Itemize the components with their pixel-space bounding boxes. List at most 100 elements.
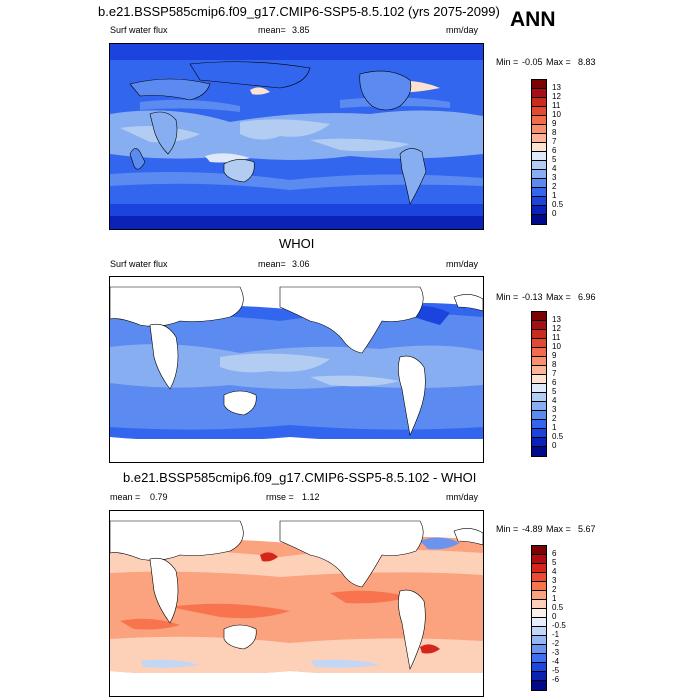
- panel3-colorbar-swatch: [532, 573, 546, 582]
- panel3-colorbar-swatch: [532, 681, 546, 690]
- panel2-colorbar-swatch: [532, 330, 546, 339]
- panel2-colorbar-tick: 4: [552, 396, 557, 405]
- panel2-colorbar-swatch: [532, 402, 546, 411]
- panel3-colorbar-swatch: [532, 555, 546, 564]
- panel1-mean-label: mean=: [258, 25, 286, 35]
- panel1-colorbar-tick: 11: [552, 101, 561, 110]
- panel2-colorbar-swatch: [532, 348, 546, 357]
- panel1-colorbar-swatch: [532, 134, 546, 143]
- panel1-colorbar: [531, 79, 547, 225]
- panel2-colorbar-swatch: [532, 321, 546, 330]
- panel3-mean-value: 0.79: [150, 492, 168, 502]
- panel1-colorbar-tick: 4: [552, 164, 557, 173]
- panel1-colorbar-swatch: [532, 179, 546, 188]
- panel3-min-value: -4.89: [522, 524, 543, 534]
- panel3-colorbar-tick: -5: [552, 666, 560, 675]
- panel1-mean-value: 3.85: [292, 25, 310, 35]
- panel1-colorbar-swatch: [532, 206, 546, 215]
- panel3-colorbar-tick: -4: [552, 657, 560, 666]
- panel3-colorbar-swatch: [532, 645, 546, 654]
- panel1-colorbar-swatch: [532, 89, 546, 98]
- panel3-map: [109, 510, 484, 697]
- panel3-min-label: Min =: [496, 524, 519, 534]
- panel3-colorbar-tick: -6: [552, 675, 560, 684]
- panel2-colorbar-tick: 6: [552, 378, 557, 387]
- panel2-max-label: Max =: [546, 292, 571, 302]
- panel3-colorbar-swatch: [532, 609, 546, 618]
- panel1-colorbar-tick: 9: [552, 119, 557, 128]
- panel3-colorbar: [531, 545, 547, 691]
- panel2-colorbar-tick: 5: [552, 387, 557, 396]
- panel1-colorbar-tick: 13: [552, 83, 561, 92]
- panel1-min-label: Min =: [496, 57, 519, 67]
- panel3-mean-label: mean =: [110, 492, 141, 502]
- panel3-title: b.e21.BSSP585cmip6.f09_g17.CMIP6-SSP5-8.…: [123, 470, 477, 485]
- panel2-colorbar-swatch: [532, 339, 546, 348]
- panel1-colorbar-swatch: [532, 116, 546, 125]
- season-label: ANN: [510, 8, 556, 31]
- panel1-colorbar-tick: 2: [552, 182, 557, 191]
- panel2-colorbar-swatch: [532, 438, 546, 447]
- panel3-colorbar-tick: -1: [552, 630, 560, 639]
- panel3-colorbar-swatch: [532, 618, 546, 627]
- panel1-colorbar-swatch: [532, 143, 546, 152]
- panel3-colorbar-tick: -3: [552, 648, 560, 657]
- panel3-rmse-value: 1.12: [302, 492, 320, 502]
- panel1-colorbar-swatch: [532, 197, 546, 206]
- panel2-colorbar-tick: 11: [552, 333, 561, 342]
- panel2-mean-value: 3.06: [292, 259, 310, 269]
- panel2-min-label: Min =: [496, 292, 519, 302]
- panel3-colorbar-swatch: [532, 672, 546, 681]
- panel3-colorbar-tick: -2: [552, 639, 560, 648]
- panel1-units: mm/day: [446, 25, 479, 35]
- panel2-colorbar-tick: 9: [552, 351, 557, 360]
- panel1-variable-label: Surf water flux: [110, 25, 168, 35]
- panel3-colorbar-tick: 5: [552, 558, 557, 567]
- panel2-map: [109, 276, 484, 463]
- panel3-colorbar-swatch: [532, 564, 546, 573]
- panel1-colorbar-tick: 7: [552, 137, 557, 146]
- panel3-colorbar-swatch: [532, 546, 546, 555]
- panel1-colorbar-swatch: [532, 80, 546, 89]
- panel2-colorbar-tick: 7: [552, 369, 557, 378]
- panel2-colorbar-tick: 3: [552, 405, 557, 414]
- panel3-rmse-label: rmse =: [266, 492, 294, 502]
- panel2-colorbar-tick: 1: [552, 423, 557, 432]
- panel2-colorbar-tick: 0: [552, 441, 557, 450]
- panel3-colorbar-swatch: [532, 582, 546, 591]
- panel2-colorbar-swatch: [532, 429, 546, 438]
- panel1-colorbar-swatch: [532, 152, 546, 161]
- panel2-colorbar-swatch: [532, 411, 546, 420]
- panel2-colorbar-swatch: [532, 366, 546, 375]
- panel1-colorbar-swatch: [532, 125, 546, 134]
- panel1-colorbar-tick: 0: [552, 209, 557, 218]
- panel1-colorbar-tick: 3: [552, 173, 557, 182]
- panel2-colorbar-tick: 13: [552, 315, 561, 324]
- panel2-colorbar-tick: 0.5: [552, 432, 564, 441]
- panel3-colorbar-tick: 3: [552, 576, 557, 585]
- panel3-colorbar-swatch: [532, 654, 546, 663]
- panel2-colorbar-swatch: [532, 375, 546, 384]
- panel1-colorbar-swatch: [532, 170, 546, 179]
- panel1-min-value: -0.05: [522, 57, 543, 67]
- panel1-colorbar-swatch: [532, 98, 546, 107]
- panel1-colorbar-tick: 12: [552, 92, 561, 101]
- panel3-max-value: 5.67: [578, 524, 596, 534]
- panel2-mean-label: mean=: [258, 259, 286, 269]
- panel2-colorbar-swatch: [532, 393, 546, 402]
- panel2-max-value: 6.96: [578, 292, 596, 302]
- panel2-colorbar-swatch: [532, 357, 546, 366]
- panel1-colorbar-swatch: [532, 107, 546, 116]
- panel3-max-label: Max =: [546, 524, 571, 534]
- panel2-units: mm/day: [446, 259, 479, 269]
- panel3-colorbar-swatch: [532, 600, 546, 609]
- panel3-colorbar-tick: 1: [552, 594, 557, 603]
- panel3-colorbar-tick: 6: [552, 549, 557, 558]
- panel1-colorbar-tick: 6: [552, 146, 557, 155]
- panel3-colorbar-tick: 0.5: [552, 603, 564, 612]
- panel1-map: [109, 43, 484, 230]
- panel2-colorbar-tick: 2: [552, 414, 557, 423]
- panel3-colorbar-swatch: [532, 636, 546, 645]
- panel1-max-label: Max =: [546, 57, 571, 67]
- panel2-colorbar-swatch: [532, 312, 546, 321]
